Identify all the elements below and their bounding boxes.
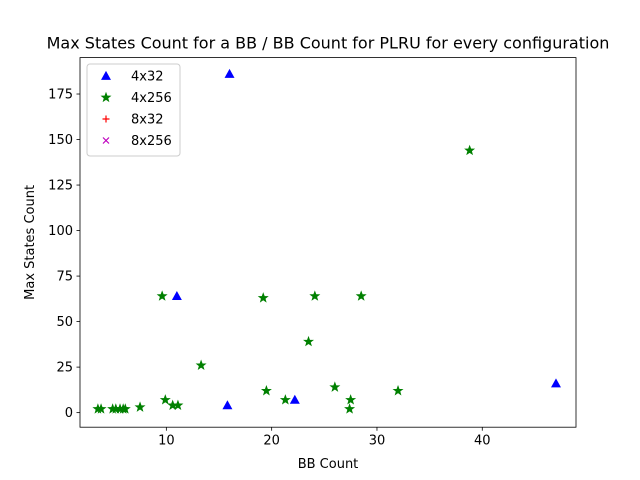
x-tick-label: 40 <box>474 434 491 449</box>
legend: 4x32 4x256 8x32 8x256 <box>86 63 181 157</box>
y-tick-label: 75 <box>56 270 73 285</box>
data-point-4x32-4 <box>551 378 561 388</box>
x-tick-label: 30 <box>369 434 386 449</box>
data-point-4x256-15 <box>134 401 146 412</box>
y-tick-label: 0 <box>65 406 73 421</box>
data-point-4x256-5 <box>303 335 314 347</box>
y-axis-title: Max States Count <box>23 185 38 300</box>
data-point-4x256-0 <box>464 144 476 156</box>
axis-ticks: 10 20 30 40 0 25 50 75 100 125 150 175 <box>48 88 490 449</box>
legend-marker-8x256 <box>102 137 110 144</box>
legend-marker-8x32 <box>102 115 110 123</box>
legend-label-4x256: 4x256 <box>131 91 172 106</box>
data-point-4x256-2 <box>257 292 269 303</box>
legend-marker-4x32 <box>101 70 111 80</box>
data-point-4x256-10 <box>279 394 291 405</box>
x-axis-title: BB Count <box>298 457 359 472</box>
data-point-4x256-11 <box>345 394 357 405</box>
legend-marker-4x256 <box>100 91 112 103</box>
axes-frame <box>79 57 577 428</box>
legend-label-4x32: 4x32 <box>131 70 164 85</box>
data-point-4x256-6 <box>195 359 207 370</box>
data-point-4x256-22 <box>119 403 131 414</box>
data-point-4x256-17 <box>95 403 107 414</box>
data-point-4x256-1 <box>156 290 168 301</box>
data-point-4x256-4 <box>355 290 367 301</box>
legend-label-8x32: 8x32 <box>131 113 164 128</box>
data-point-4x256-14 <box>172 399 184 411</box>
data-point-4x256-8 <box>260 385 272 396</box>
legend-label-8x256: 8x256 <box>131 134 172 149</box>
data-point-4x256-12 <box>159 394 171 405</box>
y-tick-label: 25 <box>56 361 73 376</box>
data-point-4x32-2 <box>222 400 233 410</box>
y-tick-label: 150 <box>48 133 73 148</box>
data-point-4x32-3 <box>289 394 300 404</box>
y-tick-label: 175 <box>48 88 73 103</box>
legend-box <box>86 63 181 157</box>
x-tick-label: 20 <box>263 434 280 449</box>
data-point-4x32-0 <box>224 68 235 78</box>
y-tick-label: 50 <box>56 315 73 330</box>
plot-area <box>92 68 561 414</box>
y-tick-label: 100 <box>48 224 73 239</box>
data-point-4x256-9 <box>392 385 404 396</box>
series-4x32 <box>171 68 561 410</box>
series-4x256 <box>92 144 476 414</box>
data-point-4x256-23 <box>344 403 356 414</box>
y-tick-label: 125 <box>48 179 73 194</box>
chart-title: Max States Count for a BB / BB Count for… <box>47 34 610 53</box>
x-tick-label: 10 <box>158 434 175 449</box>
data-point-4x32-1 <box>171 290 182 300</box>
data-point-4x256-3 <box>309 290 321 301</box>
data-point-4x256-7 <box>329 381 341 392</box>
